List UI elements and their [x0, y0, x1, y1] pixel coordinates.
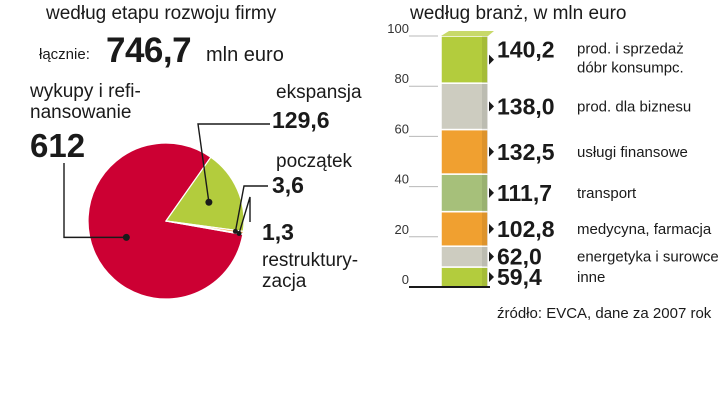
- segment-marker: [489, 54, 494, 65]
- y-tick-label: 60: [395, 121, 409, 136]
- leader-line-3: [238, 196, 251, 234]
- bar-category-label-0: inne: [577, 269, 605, 286]
- pie-slice-label-0: nansowanie: [30, 102, 131, 123]
- bar-segment-shade: [482, 36, 488, 84]
- pie-slice-label-1: ekspansja: [276, 82, 362, 103]
- bar-category-label-6: prod. i sprzedaż: [577, 41, 684, 58]
- y-tick-label: 80: [395, 71, 409, 86]
- bar-value-label-4: 132,5: [497, 139, 555, 165]
- leader-line-1: [197, 123, 270, 203]
- total-unit: mln euro: [206, 44, 284, 66]
- bar-segment-shade: [482, 267, 488, 287]
- pie-slice-label-3: zacja: [262, 271, 307, 292]
- bar-category-label-3: transport: [577, 185, 637, 202]
- bar-category-label-1: energetyka i surowce: [577, 249, 719, 266]
- bar-segment-shade: [482, 246, 488, 268]
- bar-value-label-0: 59,4: [497, 264, 542, 290]
- bar-value-label-3: 111,7: [497, 180, 552, 206]
- bar-segment-3: [440, 173, 489, 213]
- pie-value-label-0: 612: [30, 127, 85, 164]
- total-value: 746,7: [106, 31, 192, 70]
- bar-segment-2: [440, 210, 489, 247]
- segment-marker: [489, 272, 494, 283]
- bar-segment-shade: [482, 129, 488, 175]
- leader-dot-3: [236, 230, 242, 236]
- bar-category-label-4: usługi finansowe: [577, 144, 688, 161]
- segment-marker: [489, 251, 494, 262]
- bar-value-label-1: 62,0: [497, 244, 542, 270]
- pie-slice-label-2: początek: [276, 151, 353, 172]
- bar-category-label-5: prod. dla biznesu: [577, 98, 691, 115]
- bar-segment-shade: [482, 211, 488, 247]
- leader-line-0: [63, 163, 127, 239]
- bar-segment-4: [440, 128, 489, 175]
- leader-dot-2: [232, 228, 238, 234]
- bar-value-label-2: 102,8: [497, 216, 555, 242]
- bar-segment-1: [440, 245, 489, 268]
- pie-slice-1: [164, 156, 245, 233]
- source-note: źródło: EVCA, dane za 2007 rok: [497, 305, 712, 322]
- y-tick-label: 20: [395, 222, 409, 237]
- segment-marker: [489, 223, 494, 234]
- pie-slice-3: [165, 220, 244, 236]
- y-tick-label: 100: [387, 21, 409, 36]
- bar-cap: [441, 31, 494, 36]
- bar-segment-0: [440, 266, 489, 288]
- pie-slice-label-0: wykupy i refi-: [29, 81, 141, 102]
- leader-line-2: [234, 185, 268, 232]
- bar-segment-shade: [482, 83, 488, 130]
- bar-segment-5: [440, 82, 489, 131]
- left-chart-heading: według etapu rozwoju firmy: [46, 3, 277, 24]
- total-label: łącznie:: [39, 46, 90, 63]
- pie-value-label-3: 1,3: [262, 219, 294, 245]
- pie-value-label-1: 129,6: [272, 107, 330, 133]
- bar-segment-shade: [482, 174, 488, 212]
- segment-marker: [489, 187, 494, 198]
- leader-dot-0: [122, 233, 130, 241]
- y-tick-label: 40: [395, 172, 409, 187]
- leader-dot-1: [205, 198, 213, 206]
- y-tick-label: 0: [402, 272, 409, 287]
- bar-segment-6: [440, 35, 489, 84]
- bar-category-label-6: dóbr konsumpc.: [577, 60, 684, 77]
- segment-marker: [489, 101, 494, 112]
- right-chart-heading: według branż, w mln euro: [410, 3, 627, 24]
- bar-value-label-6: 140,2: [497, 37, 555, 63]
- bar-category-label-2: medycyna, farmacja: [577, 221, 712, 238]
- segment-marker: [489, 146, 494, 157]
- pie-slice-label-3: restruktury-: [262, 250, 358, 271]
- pie-value-label-2: 3,6: [272, 172, 304, 198]
- bar-value-label-5: 138,0: [497, 93, 555, 119]
